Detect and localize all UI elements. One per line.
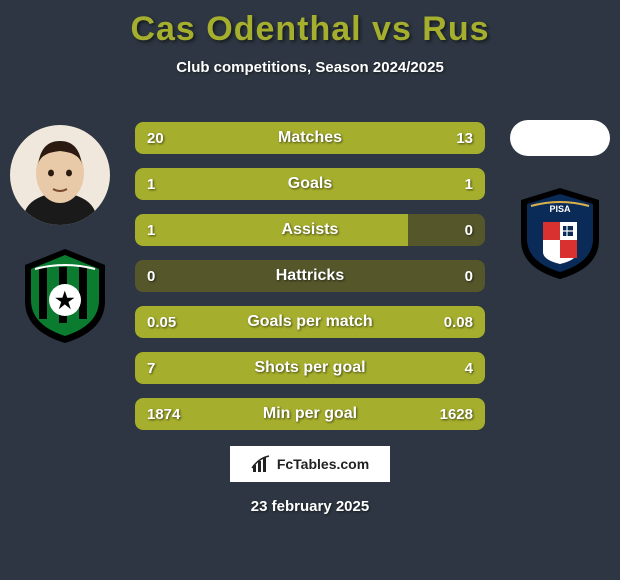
left-player-column [10, 125, 110, 340]
stat-value-left: 0 [147, 260, 155, 292]
stat-label: Hattricks [135, 260, 485, 292]
stat-label: Goals per match [135, 306, 485, 338]
svg-text:PISA: PISA [549, 204, 571, 214]
stat-label: Matches [135, 122, 485, 154]
stat-value-left: 1874 [147, 398, 180, 430]
stat-row: Matches20 13 [135, 122, 485, 154]
sassuolo-crest-icon [15, 245, 115, 345]
stats-bars: Matches2013Goals11Assists10Hattricks00Go… [135, 122, 485, 444]
stat-row: Goals per match0.05 0.08 [135, 306, 485, 338]
stat-value-left: 0.05 [147, 306, 176, 338]
stat-row: Hattricks0 0 [135, 260, 485, 292]
stat-label: Assists [135, 214, 485, 246]
stat-value-left: 20 [147, 122, 164, 154]
stat-value-right: 0 [465, 214, 473, 246]
stat-value-right: 0 [465, 260, 473, 292]
stat-value-left: 7 [147, 352, 155, 384]
stat-label: Goals [135, 168, 485, 200]
stat-row: Assists1 0 [135, 214, 485, 246]
footer-brand-text: FcTables.com [277, 456, 369, 472]
left-club-crest [15, 245, 105, 340]
stat-row: Goals1 1 [135, 168, 485, 200]
stat-value-right: 4 [465, 352, 473, 384]
pisa-crest-icon: PISA [515, 186, 605, 281]
stat-label: Shots per goal [135, 352, 485, 384]
player-avatar-icon [10, 127, 110, 225]
right-club-crest: PISA [515, 186, 605, 281]
stat-label: Min per goal [135, 398, 485, 430]
stat-row: Min per goal1874 1628 [135, 398, 485, 430]
page-title: Cas Odenthal vs Rus [0, 0, 620, 49]
stat-value-left: 1 [147, 214, 155, 246]
left-player-photo [10, 125, 110, 225]
stat-value-right: 13 [456, 122, 473, 154]
bar-chart-icon [251, 454, 271, 474]
stat-value-right: 1 [465, 168, 473, 200]
stat-value-right: 0.08 [444, 306, 473, 338]
footer-brand: FcTables.com [230, 446, 390, 482]
right-player-column: PISA [510, 120, 610, 281]
stat-row: Shots per goal7 4 [135, 352, 485, 384]
footer-date: 23 february 2025 [0, 498, 620, 515]
stat-value-left: 1 [147, 168, 155, 200]
page-subtitle: Club competitions, Season 2024/2025 [0, 59, 620, 76]
right-player-wordmark [510, 120, 610, 156]
stat-value-right: 1628 [440, 398, 473, 430]
